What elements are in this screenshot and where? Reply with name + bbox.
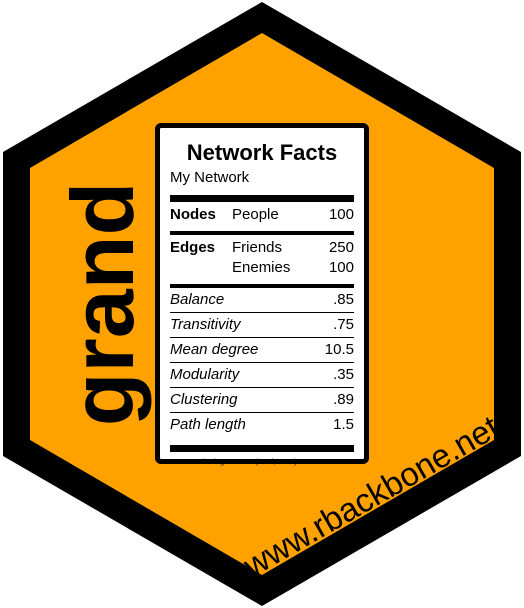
edge-type-value: 250: [328, 239, 354, 256]
metric-name: Balance: [170, 291, 225, 308]
divider-thin: [170, 412, 354, 413]
metric-name: Modularity: [170, 366, 240, 383]
divider-thin: [170, 337, 354, 338]
metric-value: .35: [333, 366, 354, 383]
edge-type-name: Enemies: [232, 259, 291, 276]
metric-name: Path length: [170, 416, 246, 433]
metric-row: Path length 1.5: [170, 413, 354, 437]
edge-type-name: Friends: [232, 239, 283, 256]
node-type-name: People: [232, 206, 279, 223]
metric-value: .89: [333, 391, 354, 408]
metric-value: 1.5: [333, 416, 354, 433]
nodes-row: Nodes People 100: [170, 205, 354, 225]
label-subtitle: My Network: [170, 169, 250, 186]
edge-type-value: 100: [328, 259, 354, 276]
metric-name: Mean degree: [170, 341, 259, 358]
divider-thin: [170, 312, 354, 313]
edges-row: Enemies 100: [170, 258, 354, 278]
label-footer: Formatted using GRAND (Neal, 2023): [170, 457, 297, 466]
divider-thick: [170, 195, 354, 202]
label-title: Network Facts: [186, 140, 338, 165]
edges-heading: Edges: [170, 239, 216, 256]
metric-value: .85: [333, 291, 354, 308]
metric-row: Clustering .89: [170, 388, 354, 412]
metric-name: Transitivity: [170, 316, 241, 333]
network-facts-label: Network Facts My Network Nodes People 10…: [155, 123, 369, 466]
metric-value: 10.5: [324, 341, 354, 358]
metric-name: Clustering: [170, 391, 238, 408]
metric-row: Balance .85: [170, 288, 354, 312]
nodes-heading: Nodes: [170, 206, 216, 223]
metric-row: Modularity .35: [170, 363, 354, 387]
nodes-section: Nodes People 100: [170, 202, 354, 227]
divider-thin: [170, 387, 354, 388]
metric-row: Transitivity .75: [170, 313, 354, 337]
node-type-value: 100: [328, 206, 354, 223]
metric-value: .75: [333, 316, 354, 333]
divider-medium: [170, 284, 354, 288]
divider-thick: [170, 445, 354, 452]
divider-medium: [170, 231, 354, 235]
edges-row: Edges Friends 250: [170, 238, 354, 258]
metrics-list: Balance .85 Transitivity .75 Mean degree…: [170, 288, 354, 437]
divider-thin: [170, 362, 354, 363]
metric-row: Mean degree 10.5: [170, 338, 354, 362]
package-name: grand: [53, 181, 152, 427]
edges-section: Edges Friends 250 Enemies 100: [170, 235, 354, 280]
